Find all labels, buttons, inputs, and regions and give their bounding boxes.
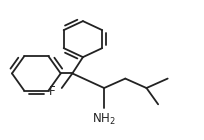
Text: NH$_2$: NH$_2$: [92, 112, 116, 127]
Text: F: F: [49, 85, 55, 98]
